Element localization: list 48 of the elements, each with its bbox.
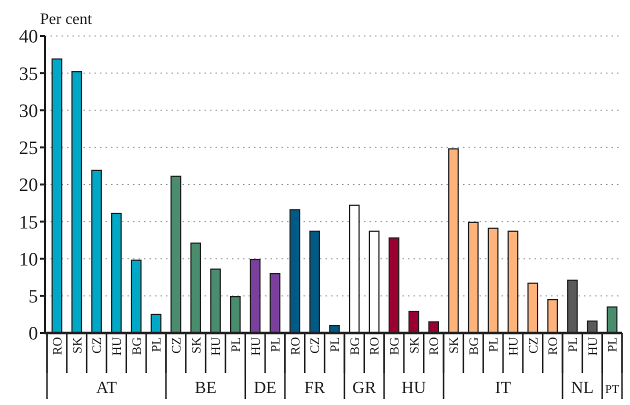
y-tick-label: 30 (19, 100, 38, 122)
x-tick-label: RO (49, 337, 64, 356)
x-tick-label: BG (466, 337, 481, 356)
x-tick-label: RO (545, 337, 560, 356)
x-tick-label: BG (128, 337, 144, 356)
x-tick-label: HU (584, 336, 600, 356)
y-tick-label: 40 (19, 26, 38, 48)
x-tick-label: PL (228, 336, 243, 352)
legend-label: NL (571, 378, 594, 397)
x-tick-label: CZ (525, 336, 540, 354)
x-tick-label: PL (604, 336, 620, 352)
legend-label: GR (352, 378, 377, 397)
y-tick-label: 0 (28, 324, 38, 345)
x-tick-label: SK (69, 336, 84, 354)
legend-label: DE (254, 378, 276, 397)
text: PT (605, 382, 620, 396)
x-tick-label: HU (248, 336, 263, 356)
y-tick-label: 20 (19, 175, 38, 196)
x-tick-label: HU (108, 336, 124, 356)
legend-label: BE (194, 378, 216, 397)
x-tick-label: HU (506, 336, 520, 356)
x-tick-label: RO (366, 337, 382, 356)
x-tick-label: PL (486, 336, 501, 352)
y-tick-label: 15 (19, 212, 38, 234)
x-tick-label: CZ (168, 336, 184, 354)
y-tick-label: 10 (19, 249, 38, 270)
legend-label: HU (402, 378, 426, 397)
x-tick-label: SK (406, 336, 422, 354)
x-tick-label: PL (268, 336, 283, 352)
legend-label: AT (96, 378, 118, 397)
x-tick-label: PL (564, 336, 580, 352)
x-tick-label: CZ (89, 336, 104, 354)
x-tick-label: HU (208, 336, 224, 356)
x-tick-label: RO (426, 337, 442, 356)
x-tick-label: BG (386, 337, 402, 356)
x-tick-label: PL (327, 336, 342, 352)
x-tick-label: CZ (307, 336, 322, 354)
y-tick-label: 35 (19, 64, 38, 85)
y-axis-title: Per cent (40, 11, 93, 28)
legend-label: IT (495, 378, 512, 397)
x-tick-label: PL (148, 336, 164, 352)
x-tick-label: RO (287, 337, 302, 356)
x-tick-label: SK (446, 336, 462, 354)
y-tick-label: 5 (28, 286, 38, 308)
x-tick-label: BG (346, 337, 362, 356)
x-tick-label: SK (188, 336, 204, 354)
y-tick-label: 25 (19, 138, 38, 160)
legend-label: FR (304, 378, 326, 397)
